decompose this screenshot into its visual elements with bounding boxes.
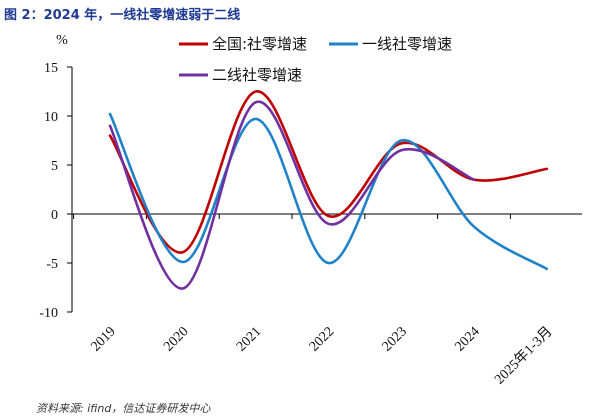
x-tick-label: 2023	[380, 324, 410, 354]
x-tick-label: 2022	[307, 324, 337, 354]
x-tick-label: 2020	[161, 324, 191, 354]
chart-title: 图 2：2024 年，一线社零增速弱于二线	[4, 8, 241, 23]
legend-item-tier2: 二线社零增速	[179, 66, 302, 84]
series-layer	[108, 90, 549, 290]
y-tick-label: 0	[51, 208, 58, 223]
legend-item-national: 全国:社零增速	[179, 35, 307, 53]
y-tick-label: -10	[39, 306, 58, 321]
legend-label: 二线社零增速	[212, 66, 302, 84]
y-tick-label: -5	[46, 257, 58, 272]
series-tier2-line	[108, 100, 476, 290]
x-tick-label: 2024	[452, 324, 482, 354]
series-national-line	[108, 90, 549, 254]
y-tick-label: 5	[51, 159, 58, 174]
y-tick-label: 10	[44, 110, 58, 125]
y-axis-unit: %	[56, 33, 68, 48]
x-tick-label: 2019	[88, 324, 118, 354]
y-axis: 15 10 5 0 -5 -10%	[39, 33, 73, 321]
x-tick-label: 2021	[234, 324, 264, 354]
y-tick-label: 15	[44, 61, 58, 76]
legend-item-tier1: 一线社零增速	[329, 35, 452, 53]
legend-label: 一线社零增速	[362, 35, 452, 53]
chart-source: 资料来源: ifind，信达证券研发中心	[36, 402, 211, 415]
x-tick-label: 2025年1-3月	[492, 324, 556, 388]
series-tier1-line	[108, 112, 549, 271]
legend-label: 全国:社零增速	[212, 35, 307, 53]
x-axis: 2019 2020 2021 2022 2023 2024 2025年1-3月	[72, 213, 582, 388]
